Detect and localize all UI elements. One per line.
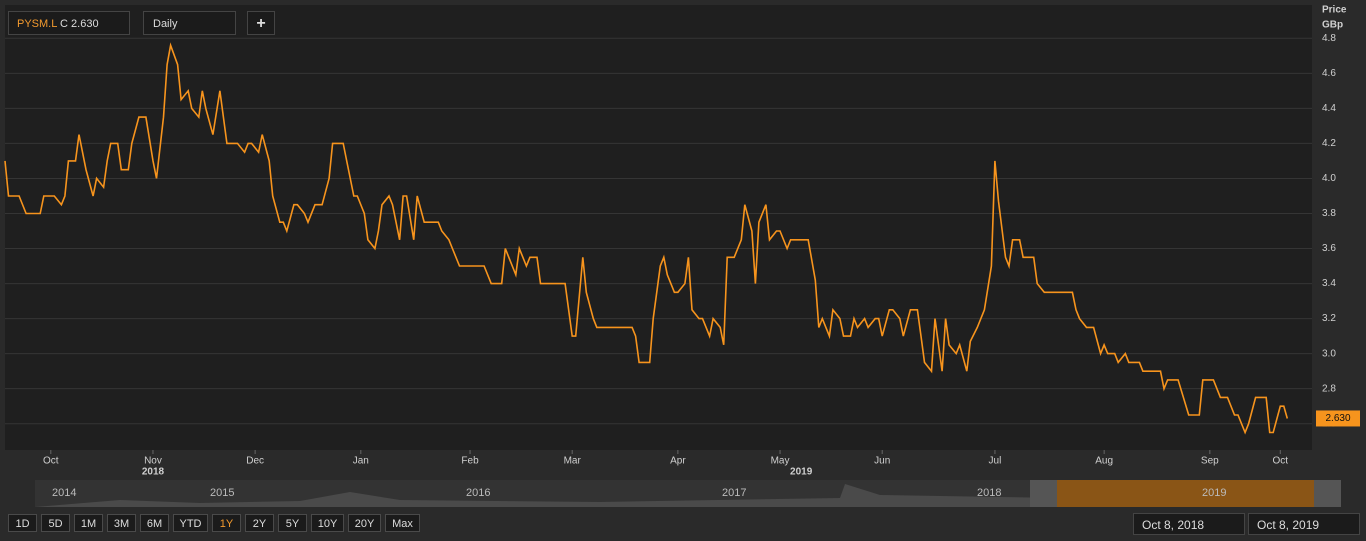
- navigator-year: 2019: [1202, 487, 1227, 499]
- y-tick-label: 4.4: [1322, 103, 1336, 114]
- navigator-year: 2014: [52, 487, 77, 499]
- x-tick-label: Oct: [43, 456, 59, 467]
- y-axis-unit: GBp: [1322, 20, 1343, 31]
- y-axis-title: Price: [1322, 5, 1347, 16]
- range-button[interactable]: YTD: [173, 514, 208, 532]
- x-year-label: 2019: [790, 467, 813, 478]
- date-to-text: Oct 8, 2019: [1257, 518, 1320, 532]
- close-prefix: C: [60, 18, 68, 30]
- add-label: +: [256, 15, 266, 32]
- x-tick-label: Jul: [989, 456, 1002, 467]
- y-tick-label: 4.0: [1322, 173, 1336, 184]
- y-tick-label: 4.8: [1322, 33, 1336, 44]
- range-button[interactable]: 5Y: [278, 514, 307, 532]
- x-tick-label: Nov: [144, 456, 162, 467]
- interval: Daily: [153, 18, 178, 30]
- last-price-box: [1316, 410, 1360, 427]
- x-tick-label: Sep: [1201, 456, 1219, 467]
- y-tick-label: 3.6: [1322, 243, 1336, 254]
- y-tick-label: 3.8: [1322, 208, 1336, 219]
- interval-select[interactable]: Daily: [143, 11, 236, 35]
- add-button[interactable]: +: [247, 11, 275, 35]
- x-tick-label: Oct: [1273, 456, 1289, 467]
- symbol-box[interactable]: PYSM.L C 2.630: [8, 11, 130, 35]
- x-tick-label: May: [771, 456, 790, 467]
- range-button[interactable]: 6M: [140, 514, 169, 532]
- last-price-label: 2.630: [1325, 413, 1350, 424]
- range-button[interactable]: 20Y: [348, 514, 381, 532]
- x-tick-label: Jun: [874, 456, 890, 467]
- range-button[interactable]: 5D: [41, 514, 70, 532]
- y-tick-label: 2.8: [1322, 383, 1336, 394]
- x-tick-label: Jan: [353, 456, 369, 467]
- range-button[interactable]: 3M: [107, 514, 136, 532]
- close-value: 2.630: [71, 18, 99, 30]
- range-button[interactable]: 2Y: [245, 514, 274, 532]
- navigator-selection[interactable]: [1057, 480, 1314, 507]
- date-from-text: Oct 8, 2018: [1142, 518, 1205, 532]
- navigator-year: 2018: [977, 487, 1002, 499]
- y-tick-label: 4.2: [1322, 138, 1336, 149]
- x-year-label: 2018: [142, 467, 165, 478]
- range-button[interactable]: 1D: [8, 514, 37, 532]
- date-to[interactable]: Oct 8, 2019: [1248, 513, 1360, 535]
- navigator-history: [35, 484, 1057, 507]
- symbol: PYSM.L: [17, 18, 57, 30]
- x-tick-label: Mar: [564, 456, 582, 467]
- navigator-year: 2015: [210, 487, 235, 499]
- x-tick-label: Apr: [670, 456, 686, 467]
- range-button[interactable]: Max: [385, 514, 420, 532]
- x-tick-label: Feb: [461, 456, 479, 467]
- y-tick-label: 4.6: [1322, 68, 1336, 79]
- price-line: [4, 42, 1289, 435]
- y-tick-label: 3.0: [1322, 348, 1336, 359]
- y-tick-label: 3.2: [1322, 313, 1336, 324]
- navigator-year: 2016: [466, 487, 491, 499]
- y-tick-label: 3.4: [1322, 278, 1336, 289]
- navigator-handle[interactable]: [1030, 480, 1057, 507]
- x-tick-label: Aug: [1095, 456, 1113, 467]
- range-button[interactable]: 1M: [74, 514, 103, 532]
- plot-area: [5, 5, 1312, 450]
- range-button[interactable]: 1Y: [212, 514, 241, 532]
- x-tick-label: Dec: [246, 456, 264, 467]
- date-from[interactable]: Oct 8, 2018: [1133, 513, 1245, 535]
- navigator-handle[interactable]: [1314, 480, 1341, 507]
- navigator-year: 2017: [722, 487, 747, 499]
- range-button[interactable]: 10Y: [311, 514, 344, 532]
